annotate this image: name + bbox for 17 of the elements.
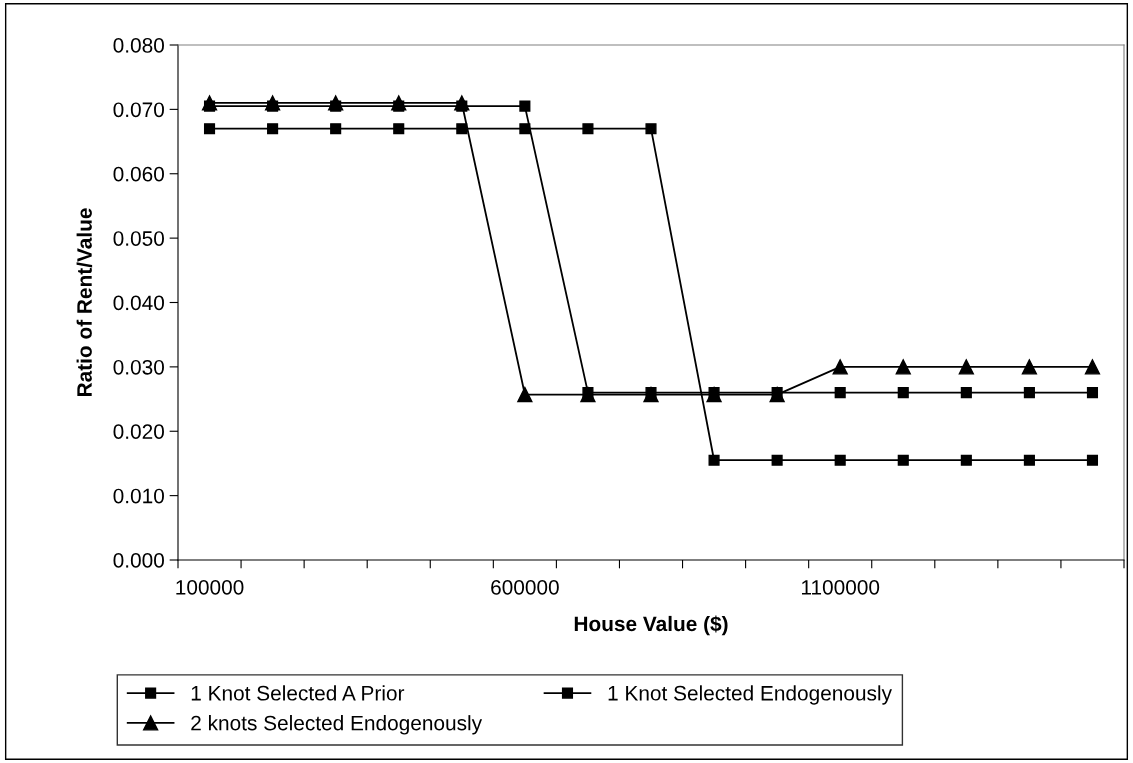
legend-label: 1 Knot Selected A Prior xyxy=(191,685,405,701)
x-tick-label: 600000 xyxy=(491,579,559,595)
y-axis-title: Ratio of Rent/Value xyxy=(76,208,93,397)
y-tick-label: 0.070 xyxy=(113,102,164,118)
legend-label: 1 Knot Selected Endogenously xyxy=(608,685,892,705)
y-tick-label: 0.010 xyxy=(113,488,164,504)
y-tick-label: 0.040 xyxy=(113,295,164,311)
legend-label: 2 knots Selected Endogenously xyxy=(191,715,483,735)
y-tick-label: 0.000 xyxy=(113,553,164,568)
y-tick-label: 0.030 xyxy=(113,359,164,375)
y-tick-label: 0.050 xyxy=(113,231,164,246)
x-axis-title: House Value ($) xyxy=(574,615,728,636)
x-tick-label: 1100000 xyxy=(802,579,880,595)
y-tick-label: 0.020 xyxy=(113,424,164,439)
y-tick-label: 0.060 xyxy=(113,166,164,182)
x-tick-label: 100000 xyxy=(176,579,244,595)
y-tick-label: 0.080 xyxy=(113,38,164,53)
